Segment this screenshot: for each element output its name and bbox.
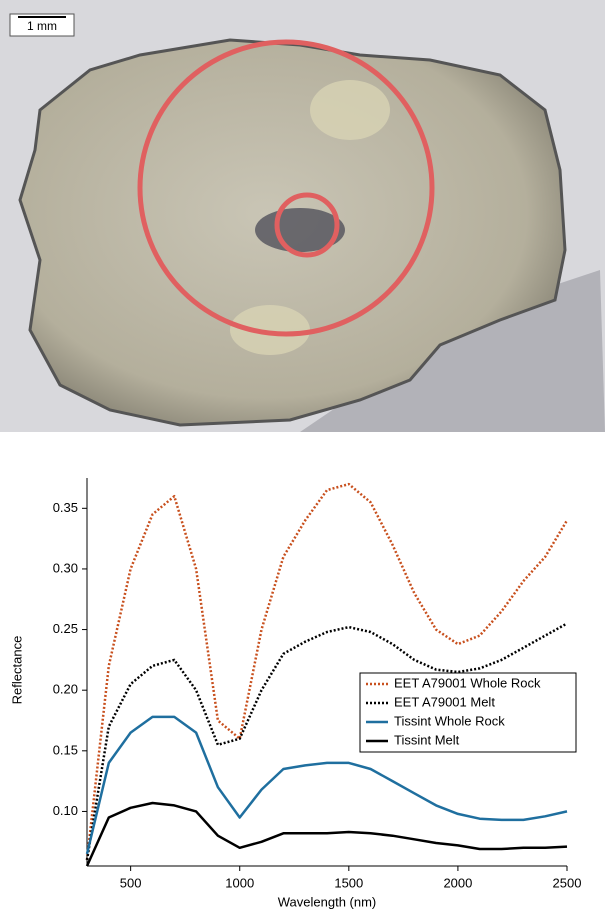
legend-label: EET A79001 Whole Rock bbox=[394, 675, 541, 690]
x-tick-label: 2500 bbox=[553, 875, 582, 890]
x-axis-label: Wavelength (nm) bbox=[278, 894, 377, 909]
x-tick-label: 2000 bbox=[443, 875, 472, 890]
legend-label: Tissint Melt bbox=[394, 732, 460, 747]
inclusion bbox=[310, 80, 390, 140]
y-tick-label: 0.15 bbox=[53, 742, 78, 757]
series-line bbox=[87, 803, 567, 866]
legend-label: Tissint Whole Rock bbox=[394, 713, 505, 728]
y-tick-label: 0.20 bbox=[53, 682, 78, 697]
page: 1 mm Reflectance Wavelength (nm) 0.10 0.1… bbox=[0, 0, 605, 911]
scale-label: 1 mm bbox=[27, 19, 57, 33]
y-axis-label: Reflectance bbox=[9, 636, 24, 705]
inclusion bbox=[230, 305, 310, 355]
y-tick-label: 0.10 bbox=[53, 803, 78, 818]
x-tick-label: 500 bbox=[120, 875, 142, 890]
chart: Reflectance Wavelength (nm) 0.10 0.15 0.20… bbox=[9, 478, 581, 909]
x-tick-label: 1500 bbox=[334, 875, 363, 890]
y-tick-label: 0.35 bbox=[53, 500, 78, 515]
photo: 1 mm bbox=[0, 0, 605, 432]
x-tick-label: 1000 bbox=[225, 875, 254, 890]
y-tick-label: 0.30 bbox=[53, 560, 78, 575]
y-tick-label: 0.25 bbox=[53, 621, 78, 636]
legend-label: EET A79001 Melt bbox=[394, 694, 495, 709]
